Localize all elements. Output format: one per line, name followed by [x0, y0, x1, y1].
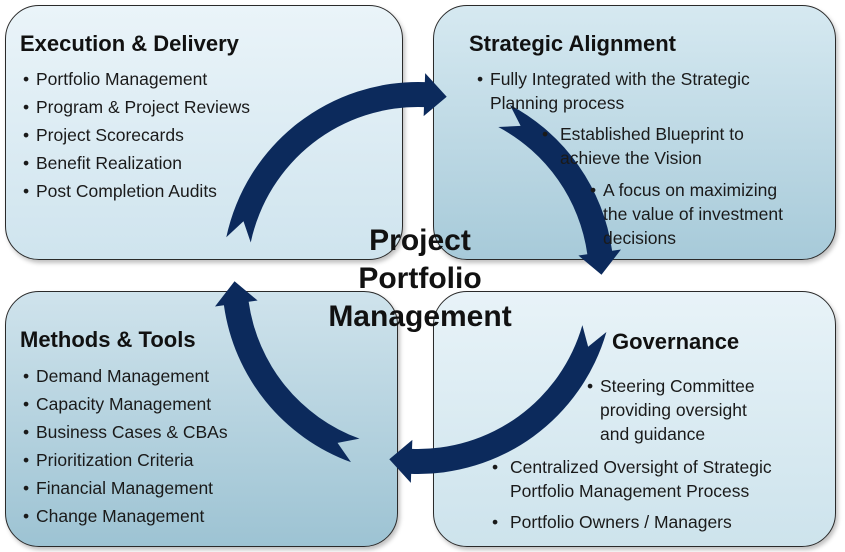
list-item: • Capacity Management — [23, 394, 212, 414]
center-title: Project Portfolio Management — [270, 222, 570, 336]
list-item: • Prioritization Criteria — [23, 450, 194, 470]
list-item: • Business Cases & CBAs — [23, 422, 228, 442]
cycle-arrow-top-left — [226, 73, 447, 243]
cycle-arrow-bottom-left — [214, 281, 360, 463]
list-item: • Financial Management — [23, 478, 214, 498]
list-item: • Change Management — [23, 506, 205, 526]
center-title-line-3: Management — [328, 300, 512, 333]
list-item: • Demand Management — [23, 366, 210, 386]
list-item: • A focus on maximizing the value of inv… — [590, 180, 783, 248]
governance-title: Governance — [612, 329, 740, 354]
list-item: • Portfolio Owners / Managers — [492, 512, 732, 532]
list-item: • Established Blueprint to achieve the V… — [542, 124, 744, 168]
list-item: • Portfolio Management — [23, 69, 208, 89]
cycle-arrow-top-right — [498, 104, 622, 275]
governance-panel — [433, 291, 836, 547]
execution-delivery-title: Execution & Delivery — [20, 31, 239, 56]
center-title-line-1: Project — [369, 224, 471, 257]
strategic-alignment-title: Strategic Alignment — [469, 31, 676, 56]
list-item: • Benefit Realization — [23, 153, 182, 173]
methods-tools-panel — [5, 291, 398, 547]
list-item: • Project Scorecards — [23, 125, 184, 145]
list-item: • Fully Integrated with the Strategic Pl… — [477, 69, 750, 113]
cycle-arrow-bottom-right — [389, 325, 607, 483]
list-item: • Post Completion Audits — [23, 181, 217, 201]
list-item: • Centralized Oversight of Strategic Por… — [492, 457, 772, 501]
methods-tools-title: Methods & Tools — [20, 327, 196, 352]
list-item: • Program & Project Reviews — [23, 97, 250, 117]
execution-delivery-panel — [5, 5, 403, 260]
center-title-line-2: Portfolio — [358, 262, 482, 295]
strategic-alignment-panel — [433, 5, 836, 260]
list-item: • Steering Committee providing oversight… — [587, 376, 755, 444]
